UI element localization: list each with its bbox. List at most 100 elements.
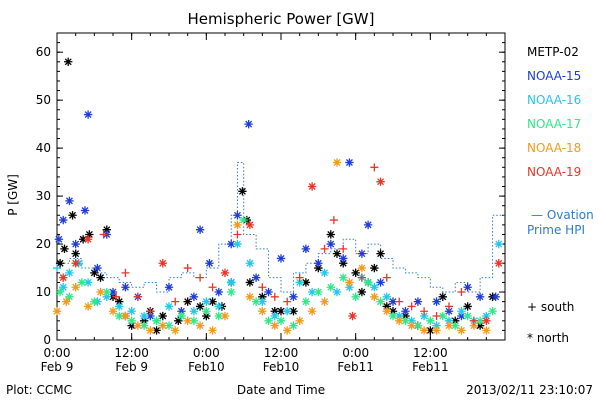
point-north xyxy=(332,158,342,167)
point-north xyxy=(146,326,155,335)
point-north xyxy=(121,311,130,321)
point-north xyxy=(482,326,491,335)
point-north xyxy=(376,278,385,287)
point-south xyxy=(320,244,329,253)
point-north xyxy=(214,311,223,321)
point-north xyxy=(351,292,360,302)
point-north xyxy=(64,57,73,66)
point-north xyxy=(363,220,373,230)
point-north xyxy=(158,321,167,330)
point-north xyxy=(258,297,267,306)
point-south xyxy=(469,316,478,325)
point-north xyxy=(127,321,136,330)
point-north xyxy=(413,321,423,330)
point-north xyxy=(115,311,124,321)
point-north xyxy=(202,297,211,306)
point-north xyxy=(214,287,223,297)
point-north xyxy=(376,177,385,186)
point-north xyxy=(270,307,279,316)
point-north xyxy=(451,316,460,326)
x-tick-label-time: 12:00 xyxy=(264,346,299,360)
point-north xyxy=(227,287,236,297)
point-north xyxy=(115,297,124,306)
point-north xyxy=(59,283,68,292)
point-north xyxy=(164,302,174,311)
x-tick-label-date: Feb 9 xyxy=(115,360,148,374)
point-north xyxy=(289,292,298,302)
point-north xyxy=(152,316,161,326)
point-north xyxy=(270,321,279,330)
point-south xyxy=(99,230,108,239)
point-north xyxy=(457,311,466,321)
point-north xyxy=(339,254,348,263)
point-north xyxy=(77,278,87,287)
legend-entry: NOAA-19 xyxy=(527,165,581,179)
point-north xyxy=(202,307,211,316)
point-north xyxy=(245,292,255,302)
point-north xyxy=(183,316,192,326)
point-south xyxy=(171,297,180,306)
legend: METP-02 NOAA-15 NOAA-16 NOAA-17 NOAA-18 NOAA-… xyxy=(527,45,581,179)
point-north xyxy=(227,239,236,249)
point-north xyxy=(283,307,292,316)
point-north xyxy=(283,326,292,335)
point-north xyxy=(78,235,88,244)
point-north xyxy=(357,249,367,258)
point-north xyxy=(208,326,217,335)
series-noaa-17 xyxy=(55,215,497,330)
point-north xyxy=(80,206,90,215)
point-north xyxy=(351,268,360,278)
point-north xyxy=(270,311,279,321)
point-north xyxy=(83,278,93,287)
point-north xyxy=(55,287,65,297)
x-tick-label-date: Feb10 xyxy=(188,360,225,374)
point-north xyxy=(314,259,323,268)
point-north xyxy=(139,321,149,330)
point-north xyxy=(220,311,230,321)
point-north xyxy=(463,283,472,292)
point-north xyxy=(457,326,466,335)
point-north xyxy=(276,307,286,316)
ovation-line xyxy=(57,162,505,293)
point-north xyxy=(183,297,192,306)
chart-title: Hemispheric Power [GW] xyxy=(188,10,375,28)
point-north xyxy=(195,321,205,330)
x-tick-label-date: Feb 9 xyxy=(41,360,74,374)
point-north xyxy=(115,302,124,311)
point-north xyxy=(463,311,472,321)
point-north xyxy=(413,297,423,306)
point-north xyxy=(102,287,111,297)
point-south xyxy=(121,268,130,277)
point-north xyxy=(83,302,93,311)
x-tick-label-time: 0:00 xyxy=(342,346,369,360)
x-tick-label-time: 12:00 xyxy=(413,346,448,360)
point-north xyxy=(214,302,223,311)
point-north xyxy=(164,321,174,330)
point-south xyxy=(283,297,292,306)
point-north xyxy=(301,297,311,306)
point-north xyxy=(388,311,398,321)
legend-entry: NOAA-17 xyxy=(527,117,581,131)
point-north xyxy=(133,321,143,330)
point-north xyxy=(177,311,186,321)
point-north xyxy=(419,326,429,335)
point-north xyxy=(307,307,317,316)
point-north xyxy=(444,321,454,330)
y-axis-label: P [GW] xyxy=(6,174,20,216)
point-north xyxy=(65,292,74,302)
point-south xyxy=(233,230,242,239)
point-north xyxy=(59,273,68,282)
point-north xyxy=(189,307,199,316)
point-north xyxy=(93,263,102,273)
point-north xyxy=(102,292,111,302)
legend-entry: NOAA-18 xyxy=(527,141,581,155)
point-north xyxy=(251,273,261,282)
legend-entry: NOAA-15 xyxy=(527,69,581,83)
point-north xyxy=(276,316,286,326)
point-north xyxy=(158,259,167,268)
point-north xyxy=(83,110,93,119)
point-north xyxy=(357,263,367,273)
point-north xyxy=(245,259,255,268)
point-south xyxy=(258,283,267,292)
